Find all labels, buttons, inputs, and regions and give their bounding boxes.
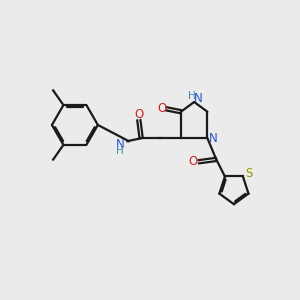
Text: N: N — [116, 138, 124, 151]
Text: O: O — [157, 102, 167, 115]
Text: N: N — [209, 132, 218, 145]
Text: H: H — [116, 146, 124, 156]
Text: H: H — [188, 91, 196, 100]
Text: O: O — [134, 108, 143, 121]
Text: N: N — [194, 92, 202, 105]
Text: O: O — [189, 155, 198, 168]
Text: S: S — [246, 167, 253, 180]
